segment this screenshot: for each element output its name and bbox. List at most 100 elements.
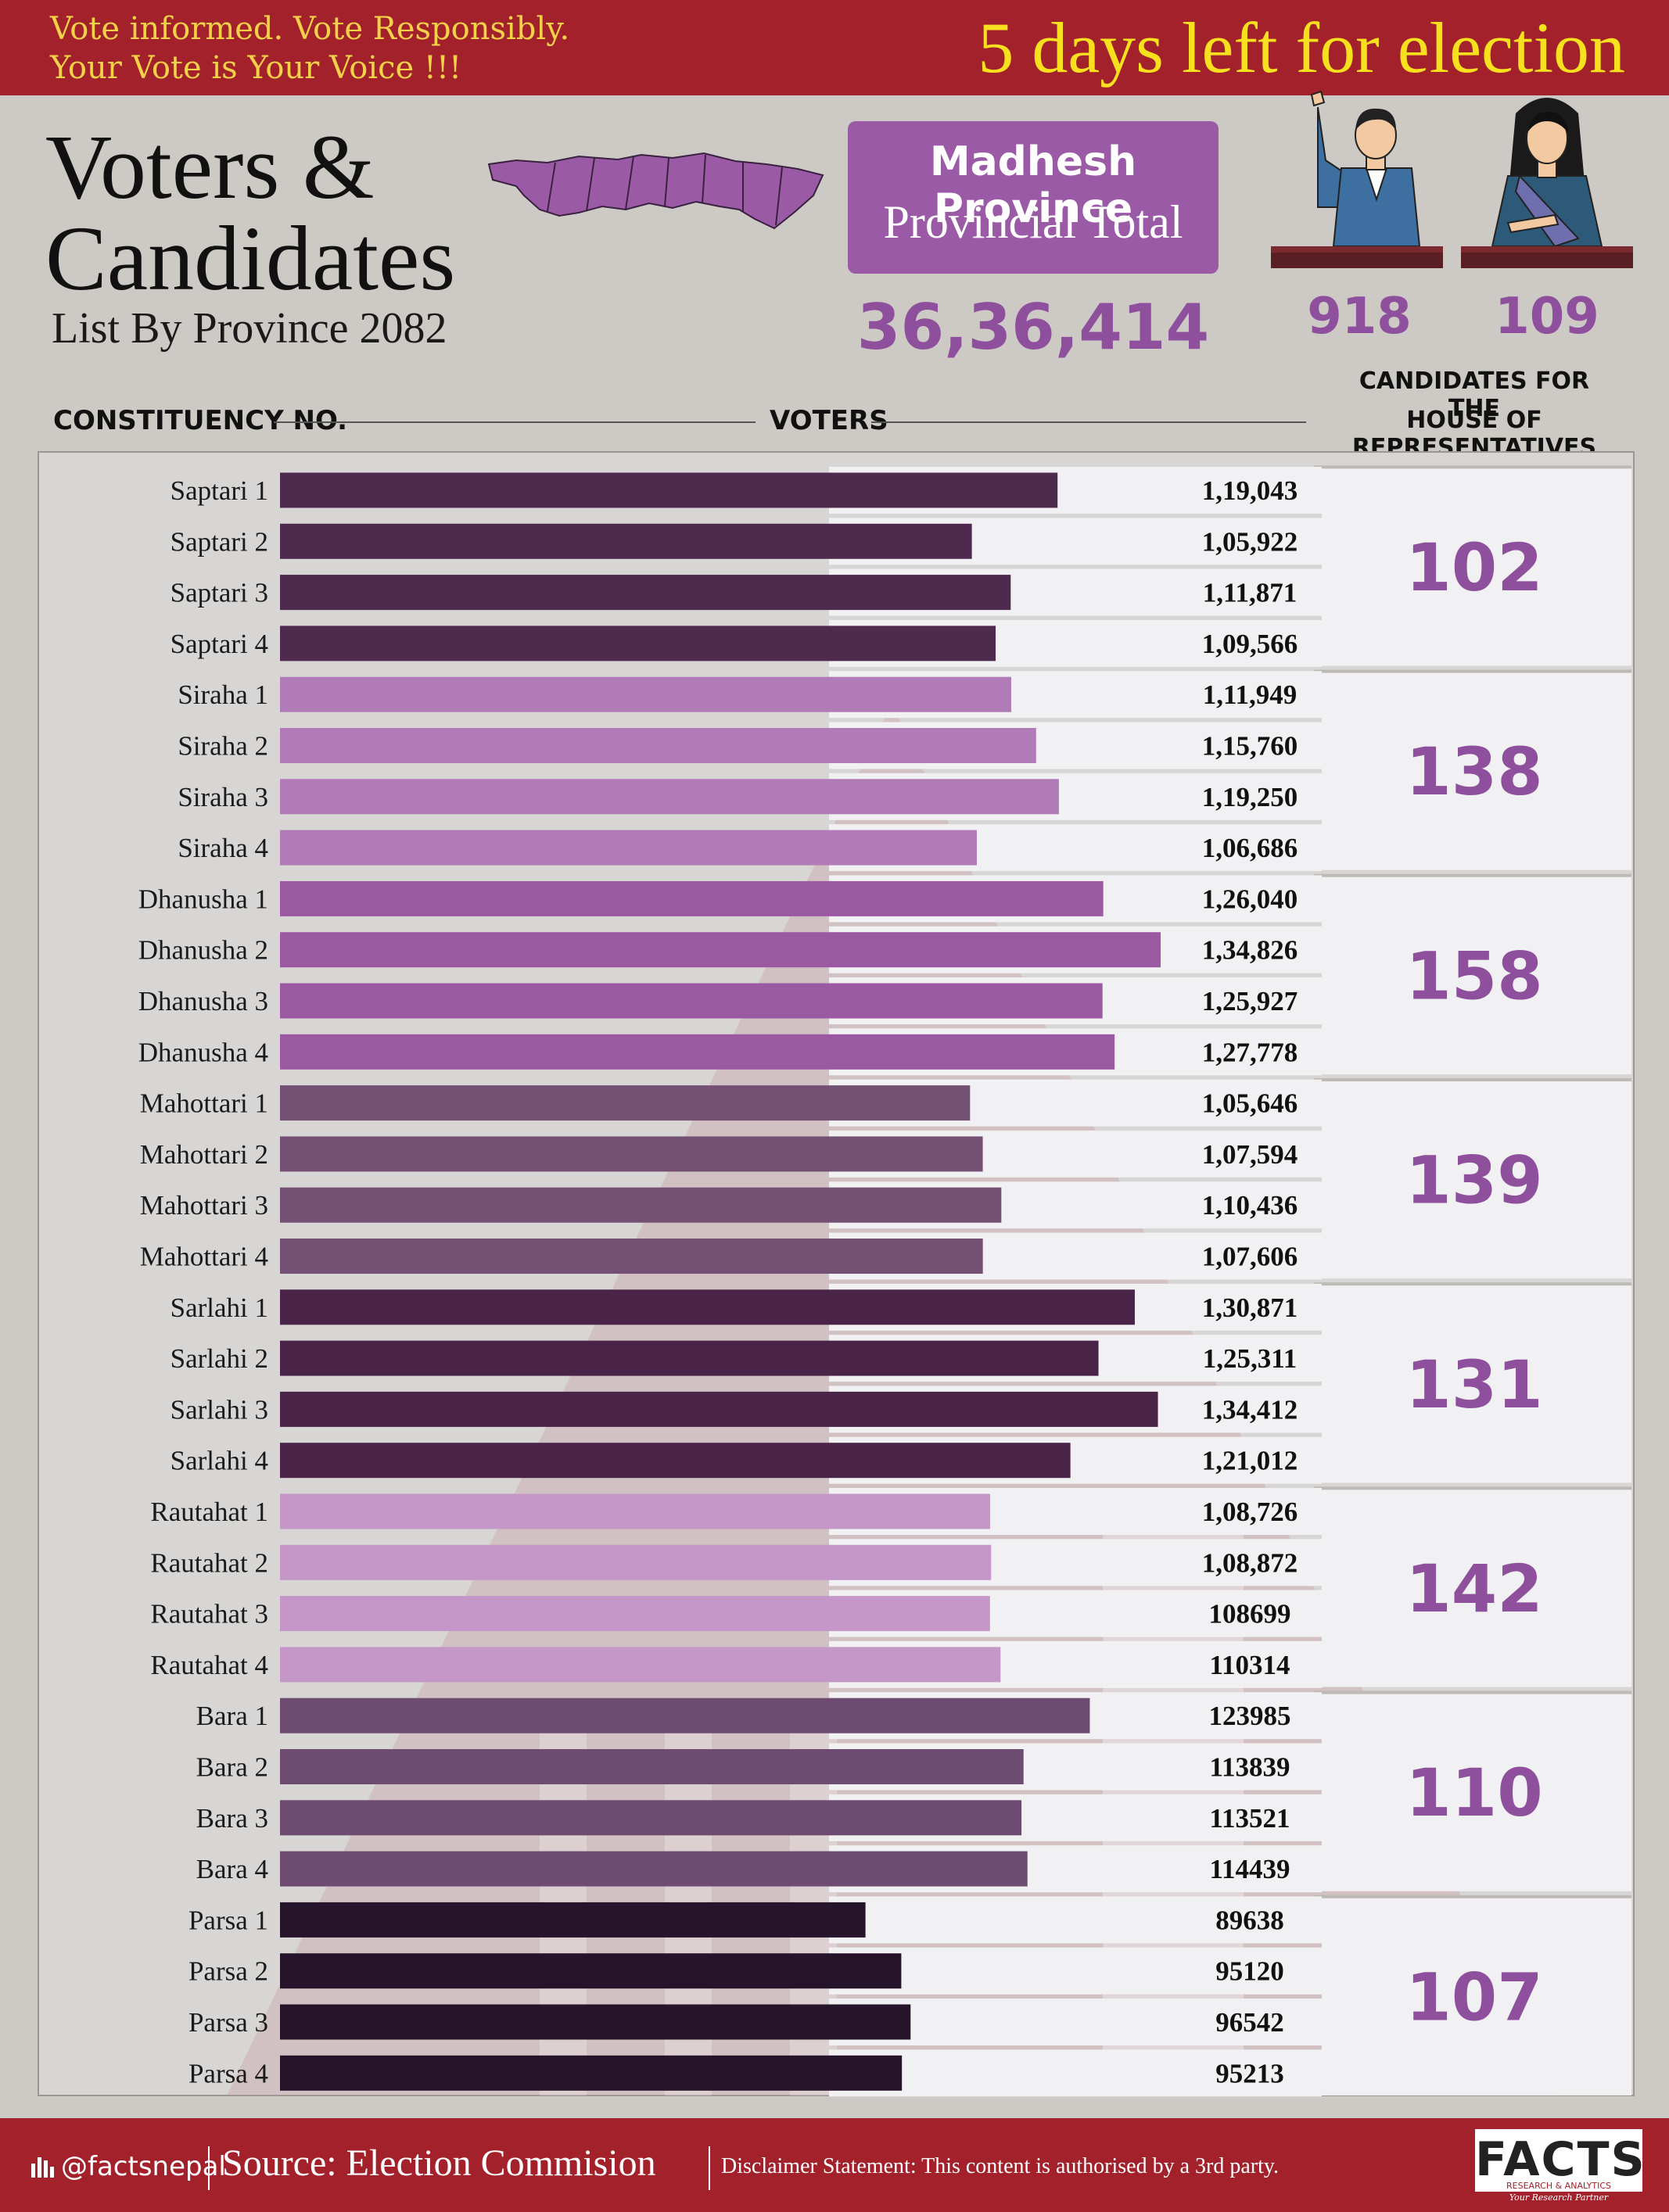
district-candidate-count: 131: [1405, 1346, 1542, 1423]
footer-separator: [208, 2146, 210, 2190]
group-divider: [1314, 1282, 1631, 1286]
tagline-line2: Your Vote is Your Voice !!!: [50, 50, 462, 86]
constituency-label: Saptari 4: [170, 629, 268, 659]
province-total-voters: 36,36,414: [856, 291, 1210, 364]
voter-value-label: 1,11,871: [1203, 578, 1298, 608]
value-band: [829, 2049, 1322, 2097]
voter-value-label: 113521: [1209, 1803, 1290, 1834]
voter-value-label: 110314: [1209, 1650, 1290, 1680]
voter-value-label: 96542: [1215, 2007, 1284, 2038]
value-band: [829, 1896, 1322, 1944]
voter-bar: [280, 1340, 1099, 1376]
column-header-voters: VOTERS: [770, 405, 888, 436]
group-band: [1322, 1080, 1631, 1279]
voter-value-label: 89638: [1215, 1905, 1284, 1935]
constituency-label: Mahottari 4: [140, 1242, 268, 1272]
group-band: [1322, 1489, 1631, 1687]
province-label: Provincial Total: [883, 196, 1183, 248]
footer-separator: [709, 2146, 710, 2190]
constituency-label: Siraha 1: [178, 679, 268, 710]
footer: @factsnepal Source: Election Commision D…: [0, 2118, 1669, 2212]
facts-logo: FACTS RESEARCH & ANALYTICS Your Research…: [1475, 2129, 1646, 2204]
page-title-line1: Voters &: [45, 116, 375, 218]
voter-bar: [280, 779, 1059, 815]
voter-value-label: 1,07,606: [1202, 1242, 1298, 1272]
constituency-label: Bara 4: [196, 1854, 268, 1884]
group-band: [1322, 876, 1631, 1074]
voter-bar: [280, 2004, 911, 2040]
female-candidate-count: 109: [1495, 288, 1599, 346]
voter-bar: [280, 626, 996, 661]
constituency-label: Dhanusha 4: [138, 1037, 268, 1067]
voter-bar: [280, 1391, 1158, 1427]
constituency-label: Rautahat 2: [150, 1547, 268, 1578]
column-header-candidates-line1: CANDIDATES FOR THE: [1359, 367, 1590, 422]
district-candidate-count: 139: [1405, 1142, 1542, 1219]
province-map-icon: [487, 152, 824, 230]
voter-value-label: 1,19,250: [1202, 782, 1298, 812]
voter-value-label: 1,26,040: [1202, 884, 1298, 914]
logo-subtitle: RESEARCH & ANALYTICS: [1506, 2181, 1611, 2191]
district-candidate-count: 158: [1405, 938, 1542, 1014]
tagline-line1: Vote informed. Vote Responsibly.: [50, 11, 570, 47]
voter-value-label: 1,11,949: [1203, 679, 1298, 710]
group-band: [1322, 1285, 1631, 1483]
voter-value-label: 1,09,566: [1202, 629, 1298, 659]
female-candidate-icon: [1461, 90, 1633, 273]
voter-bar: [280, 932, 1161, 968]
constituency-label: Parsa 4: [188, 2058, 268, 2088]
voter-bar: [280, 2055, 903, 2091]
data-source: Source: Election Commision: [222, 2142, 656, 2184]
district-candidate-count: 110: [1405, 1755, 1542, 1831]
constituency-label: Mahottari 3: [140, 1190, 268, 1221]
constituency-label: Sarlahi 3: [170, 1394, 268, 1425]
voter-value-label: 114439: [1209, 1854, 1290, 1884]
voter-bar: [280, 1493, 991, 1529]
voter-value-label: 1,08,726: [1202, 1497, 1298, 1527]
voter-bar: [280, 1953, 902, 1989]
top-banner: Vote informed. Vote Responsibly. Your Vo…: [0, 0, 1669, 95]
header-divider-right: [871, 421, 1306, 423]
voter-bar: [280, 1544, 992, 1580]
column-header-constituency: CONSTITUENCY NO.: [53, 405, 348, 436]
voter-value-label: 1,07,594: [1202, 1139, 1298, 1170]
logo-text: FACTS: [1475, 2132, 1646, 2187]
voter-value-label: 1,10,436: [1202, 1190, 1298, 1221]
group-divider: [1314, 1690, 1631, 1694]
group-band: [1322, 1897, 1631, 2095]
constituency-label: Saptari 1: [170, 475, 268, 506]
constituency-label: Sarlahi 4: [170, 1446, 268, 1476]
voter-value-label: 1,21,012: [1202, 1446, 1298, 1476]
voter-bar: [280, 1698, 1090, 1733]
voter-bar: [280, 728, 1036, 763]
voter-value-label: 1,08,872: [1202, 1547, 1298, 1578]
voter-value-label: 1,25,927: [1202, 986, 1298, 1016]
voter-value-label: 1,06,686: [1202, 833, 1298, 863]
constituency-label: Dhanusha 3: [138, 986, 268, 1016]
voter-value-label: 108699: [1209, 1599, 1291, 1629]
voter-bar: [280, 1034, 1115, 1070]
voter-bar: [280, 1239, 983, 1274]
constituency-label: Rautahat 4: [150, 1650, 268, 1680]
constituency-label: Saptari 3: [170, 578, 268, 608]
group-divider: [1314, 465, 1631, 469]
group-band: [1322, 468, 1631, 666]
district-candidate-count: 107: [1405, 1959, 1542, 2035]
constituency-label: Parsa 2: [188, 1956, 268, 1987]
voter-bar: [280, 523, 972, 559]
group-divider: [1314, 1895, 1631, 1898]
voter-bar: [280, 1749, 1024, 1784]
voter-bar: [280, 1136, 983, 1172]
voter-value-label: 1,30,871: [1202, 1292, 1298, 1323]
constituency-label: Dhanusha 1: [138, 884, 268, 914]
voter-bar: [280, 1902, 866, 1938]
constituency-label: Siraha 3: [178, 782, 268, 812]
constituency-label: Rautahat 1: [150, 1497, 268, 1527]
value-band: [829, 1999, 1322, 2045]
voter-value-label: 1,05,646: [1202, 1088, 1298, 1119]
constituency-label: Siraha 4: [178, 833, 268, 863]
social-handle: @factsnepal: [61, 2151, 226, 2182]
voter-value-label: 1,27,778: [1202, 1037, 1298, 1067]
voter-value-label: 95213: [1215, 2058, 1284, 2088]
